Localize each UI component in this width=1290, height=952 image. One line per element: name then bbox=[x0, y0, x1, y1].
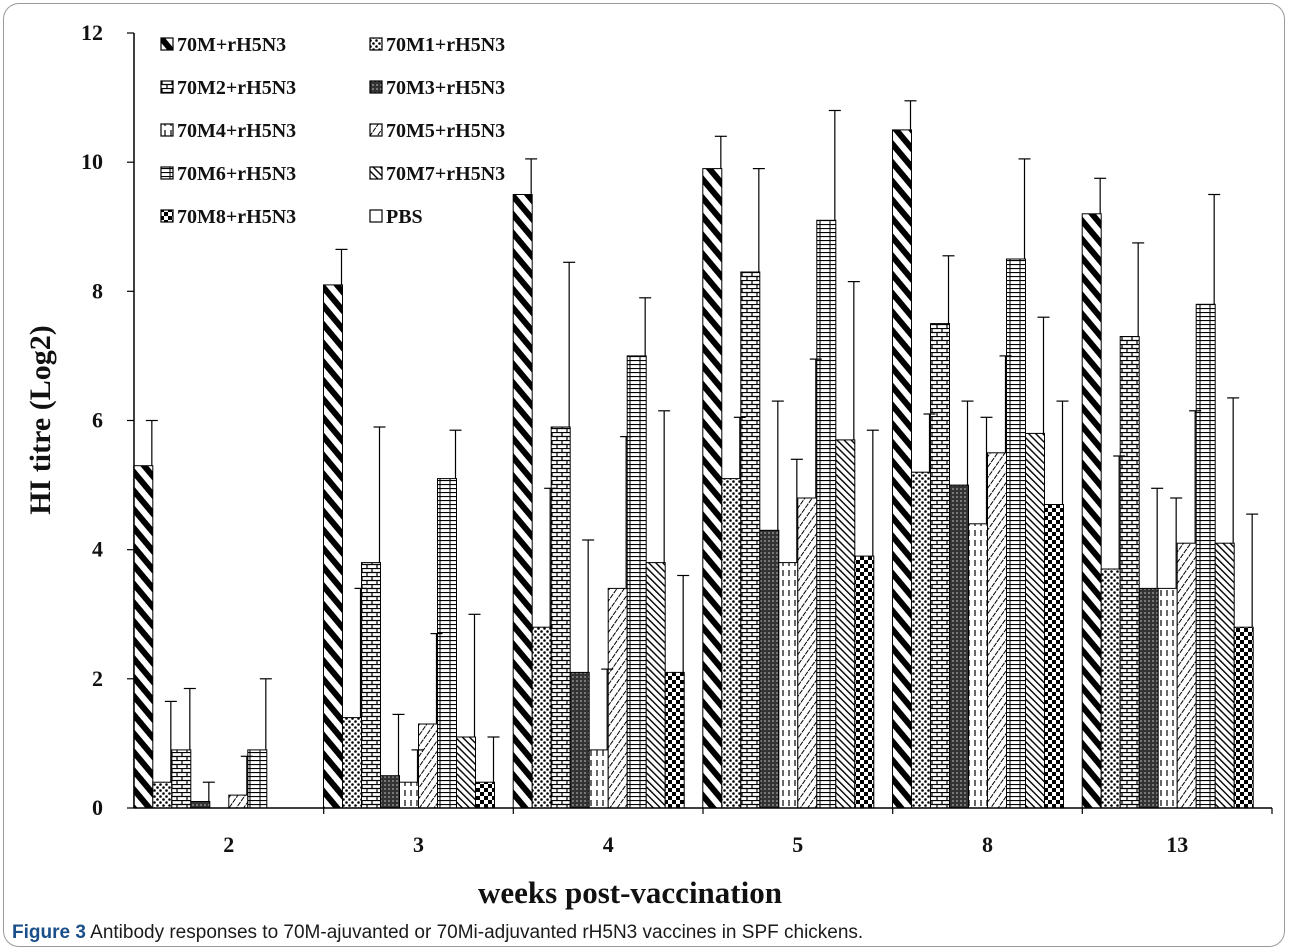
x-tick-label: 4 bbox=[603, 832, 614, 857]
bar bbox=[588, 749, 609, 809]
bar bbox=[1044, 504, 1064, 809]
bar bbox=[475, 781, 495, 809]
bar bbox=[987, 452, 1007, 809]
legend-swatch bbox=[369, 37, 383, 51]
legend-label: 70M6+rH5N3 bbox=[177, 163, 296, 185]
y-axis-title: HI titre (Log2) bbox=[24, 325, 57, 514]
x-axis-title: weeks post-vaccination bbox=[478, 875, 782, 910]
bar bbox=[323, 284, 343, 809]
bar bbox=[759, 529, 780, 809]
legend-swatch bbox=[369, 80, 383, 94]
bar bbox=[645, 562, 666, 809]
y-tick-label: 4 bbox=[92, 537, 103, 562]
bar bbox=[1138, 587, 1159, 809]
x-tick-label: 13 bbox=[1166, 832, 1188, 857]
legend-label: 70M7+rH5N3 bbox=[386, 163, 505, 185]
figure-caption: Figure 3 Antibody responses to 70M-ajuva… bbox=[12, 922, 1272, 944]
bar bbox=[1081, 213, 1102, 809]
bars-layer bbox=[133, 129, 1254, 809]
legend-label: 70M8+rH5N3 bbox=[177, 206, 296, 228]
bar bbox=[835, 439, 856, 809]
legend-swatch bbox=[369, 209, 383, 223]
bar bbox=[1025, 432, 1045, 809]
bar bbox=[968, 523, 988, 809]
bar bbox=[1176, 542, 1197, 809]
y-tick-label: 12 bbox=[81, 20, 103, 45]
y-tick-label: 2 bbox=[92, 666, 103, 691]
legend-label: 70M+rH5N3 bbox=[177, 34, 286, 56]
x-tick-label: 8 bbox=[982, 832, 993, 857]
legend-swatch bbox=[160, 123, 174, 137]
bar bbox=[626, 355, 647, 809]
bar bbox=[930, 323, 950, 809]
legend-swatch bbox=[160, 166, 174, 180]
bar bbox=[949, 484, 969, 809]
x-tick-label: 3 bbox=[413, 832, 424, 857]
y-tick-label: 8 bbox=[92, 278, 103, 303]
y-tick-label: 0 bbox=[92, 795, 103, 820]
legend-label: 70M5+rH5N3 bbox=[386, 120, 505, 142]
legend-label: 70M3+rH5N3 bbox=[386, 77, 505, 99]
legend-swatch bbox=[369, 166, 383, 180]
legend-swatch bbox=[369, 123, 383, 137]
legend-swatch bbox=[160, 37, 174, 51]
legend: 70M+rH5N3 70M1+rH5N3 70M2+rH5N3 70M3+rH5N3 7… bbox=[160, 34, 505, 228]
bar bbox=[911, 471, 931, 809]
bar bbox=[361, 562, 381, 809]
bar bbox=[228, 794, 249, 809]
bar bbox=[1119, 336, 1140, 809]
legend-label: 70M1+rH5N3 bbox=[386, 34, 505, 56]
legend-label: 70M4+rH5N3 bbox=[177, 120, 296, 142]
bar bbox=[152, 781, 173, 809]
bar bbox=[247, 749, 268, 809]
caption-label: Figure 3 bbox=[12, 922, 86, 943]
bar bbox=[531, 626, 552, 809]
legend-label: PBS bbox=[386, 206, 423, 228]
bar bbox=[702, 168, 723, 809]
bar bbox=[1233, 626, 1254, 809]
bar bbox=[399, 781, 419, 809]
bar bbox=[854, 555, 875, 809]
bar bbox=[456, 736, 476, 809]
bar bbox=[133, 465, 154, 809]
bar bbox=[569, 671, 590, 809]
bar bbox=[1214, 542, 1235, 809]
bar bbox=[1100, 568, 1121, 809]
y-tick-label: 10 bbox=[81, 149, 103, 174]
bar bbox=[1006, 258, 1026, 809]
bar bbox=[1157, 587, 1178, 809]
bar bbox=[721, 478, 742, 809]
bar bbox=[797, 497, 818, 809]
y-ticks: 0 2 4 6 8 10 12 bbox=[81, 20, 134, 820]
bar bbox=[171, 749, 192, 809]
bar bbox=[512, 194, 533, 809]
bar bbox=[778, 562, 799, 809]
x-tick-label: 5 bbox=[792, 832, 803, 857]
bar bbox=[740, 271, 761, 809]
bar bbox=[437, 478, 457, 809]
caption-text: Antibody responses to 70M-ajuvanted or 7… bbox=[90, 922, 864, 943]
figure-frame bbox=[3, 3, 1285, 947]
legend-label: 70M2+rH5N3 bbox=[177, 77, 296, 99]
bar bbox=[607, 587, 628, 809]
bar bbox=[816, 219, 837, 809]
x-ticks: 2 3 4 5 8 13 bbox=[223, 808, 1273, 857]
legend-swatch bbox=[160, 209, 174, 223]
error-bars-layer bbox=[145, 100, 1259, 802]
bar bbox=[380, 775, 400, 809]
bar bbox=[892, 129, 912, 809]
bar bbox=[664, 671, 685, 809]
bar bbox=[1195, 303, 1216, 809]
bar bbox=[342, 717, 362, 809]
x-tick-label: 2 bbox=[223, 832, 234, 857]
y-tick-label: 6 bbox=[92, 408, 103, 433]
bar bbox=[190, 801, 211, 809]
bar bbox=[550, 426, 571, 809]
legend-swatch bbox=[160, 80, 174, 94]
bar bbox=[418, 723, 438, 809]
